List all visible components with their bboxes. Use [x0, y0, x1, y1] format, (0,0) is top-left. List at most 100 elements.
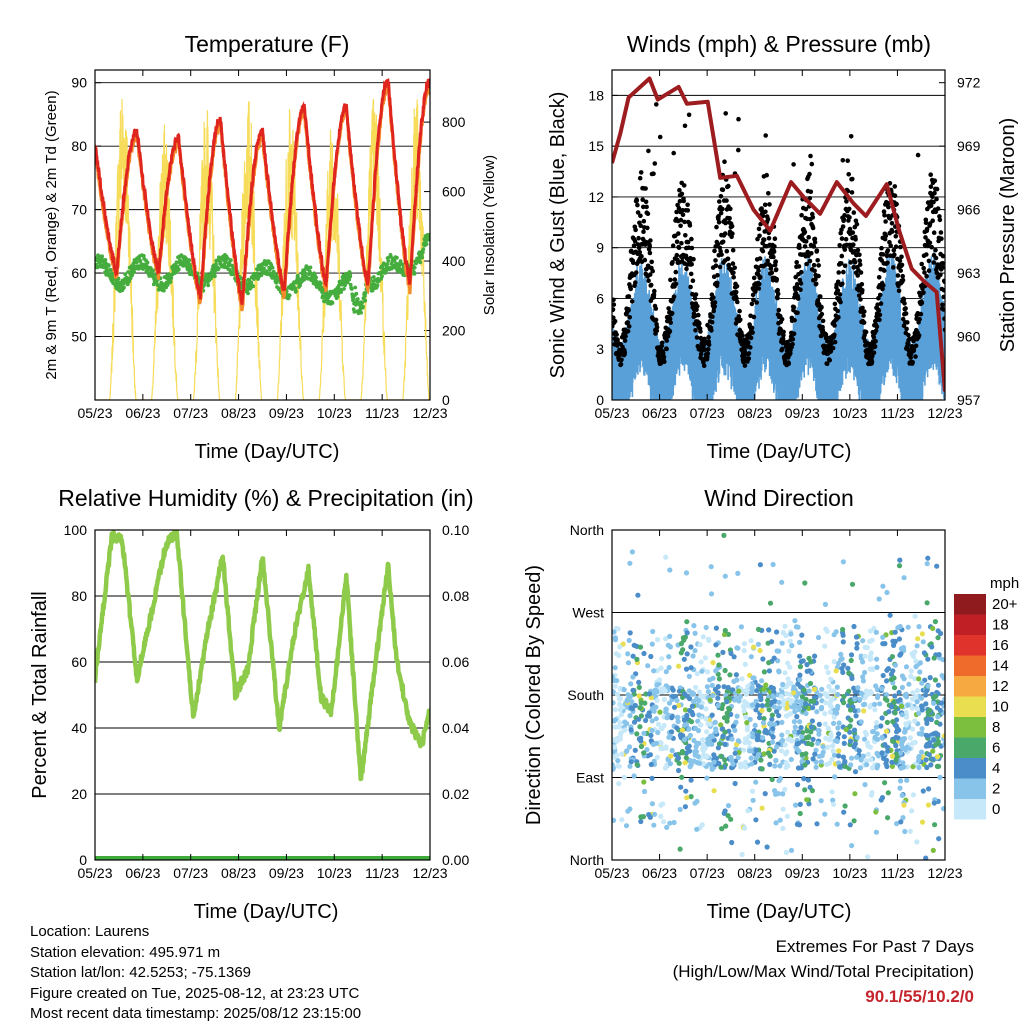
direction-point [735, 570, 741, 577]
direction-point [835, 725, 841, 731]
gust-point [731, 270, 736, 276]
direction-point [679, 727, 686, 733]
direction-point [750, 675, 756, 681]
gust-point [750, 330, 755, 335]
direction-point [646, 691, 653, 697]
gust-point [674, 252, 680, 258]
gust-point [688, 284, 693, 290]
gust-point [629, 299, 635, 304]
direction-point [797, 639, 803, 646]
gust-point [802, 244, 808, 249]
gust-point [709, 328, 714, 333]
direction-point [726, 706, 733, 713]
direction-point [849, 843, 855, 849]
gust-point [715, 280, 720, 286]
direction-point [729, 839, 735, 846]
direction-point [637, 724, 643, 730]
direction-point [812, 751, 818, 757]
direction-point [797, 672, 803, 678]
direction-point [787, 664, 793, 670]
direction-point [663, 745, 669, 751]
direction-point [612, 683, 618, 689]
direction-point [741, 699, 748, 705]
direction-point [749, 684, 755, 691]
direction-point [658, 740, 664, 746]
direction-point [919, 749, 925, 755]
direction-point [871, 625, 877, 631]
direction-point [690, 690, 696, 696]
direction-point [777, 763, 783, 769]
direction-point [942, 696, 945, 702]
direction-point [628, 727, 634, 733]
direction-point [675, 714, 681, 721]
direction-point [891, 685, 898, 691]
direction-point [741, 641, 748, 647]
direction-point [739, 851, 745, 858]
gust-point [775, 291, 781, 297]
direction-point [884, 719, 891, 726]
figure-created: Figure created on Tue, 2025-08-12, at 23… [30, 984, 360, 1002]
gust-point [793, 274, 798, 280]
direction-point [641, 779, 647, 785]
gust-point [638, 213, 643, 219]
direction-point [656, 677, 663, 683]
direction-point [798, 765, 805, 771]
direction-point [741, 648, 747, 654]
gust-point [842, 247, 848, 252]
gust-point [873, 339, 878, 344]
gust-point [673, 269, 679, 275]
direction-point [612, 700, 616, 706]
direction-point [769, 716, 775, 722]
direction-point [797, 719, 803, 725]
plot-frame [94, 69, 431, 401]
direction-point [909, 726, 916, 732]
gust-point [746, 356, 752, 361]
direction-point [854, 734, 860, 741]
gust-point [819, 305, 824, 310]
direction-point [819, 704, 825, 711]
direction-point [704, 684, 711, 690]
gust-point [661, 354, 667, 360]
y-tick-label: 100 [64, 522, 88, 538]
gust-point [689, 262, 694, 267]
gust-point [689, 236, 694, 242]
gust-point [717, 264, 723, 270]
direction-point [819, 753, 825, 759]
direction-point [645, 663, 651, 669]
direction-point [621, 774, 627, 781]
gust-point [832, 301, 838, 307]
gust-point [928, 203, 934, 208]
gust-point [667, 329, 673, 334]
direction-point [924, 741, 930, 748]
direction-point [748, 654, 754, 660]
gust-point [664, 338, 670, 343]
y-tick-label: 3 [596, 341, 604, 357]
direction-point [774, 744, 780, 750]
direction-point [658, 746, 664, 752]
gust-point [820, 318, 826, 324]
direction-point [634, 762, 640, 768]
gust-point [766, 191, 771, 196]
direction-point [904, 777, 910, 783]
direction-point [722, 667, 728, 674]
dewpoint-point [216, 266, 221, 271]
gust-point [861, 320, 867, 325]
direction-point [849, 675, 855, 682]
gust-point [635, 202, 640, 208]
direction-point [864, 762, 870, 768]
gust-point [791, 304, 797, 310]
dewpoint-point [424, 242, 429, 247]
direction-point [649, 775, 655, 782]
gust-point [625, 329, 631, 334]
legend-label: 6 [992, 740, 1000, 757]
gust-point [652, 288, 657, 294]
direction-point [754, 839, 761, 845]
gust-point [715, 273, 720, 278]
direction-point [919, 726, 925, 732]
direction-point [780, 737, 786, 744]
gust-point [855, 247, 861, 253]
y2-tick-label: 0.02 [442, 786, 469, 802]
wind-band [612, 251, 945, 400]
direction-point [779, 732, 785, 738]
direction-point [889, 763, 896, 770]
